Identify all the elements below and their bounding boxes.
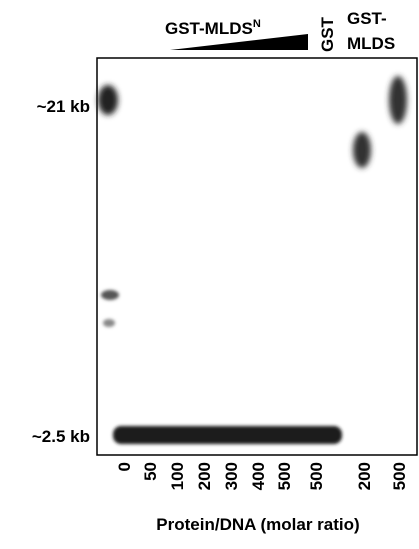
- lane-label: 200: [195, 462, 214, 490]
- title: GST-MLDSN: [165, 18, 261, 38]
- gel-figure: GST-MLDSN GST GST- MLDS ~21 kb ~2.5 kb 0…: [0, 0, 419, 549]
- lane-label: 50: [141, 462, 160, 481]
- gst-label: GST: [318, 16, 337, 52]
- lane-label: 200: [355, 462, 374, 490]
- mlds-label-2: MLDS: [347, 34, 395, 53]
- x-label: Protein/DNA (molar ratio): [156, 515, 359, 534]
- mlds-label-1: GST-: [347, 9, 387, 28]
- marker-label: ~2.5 kb: [32, 427, 90, 446]
- lane-label: 400: [249, 462, 268, 490]
- lane-label: 300: [222, 462, 241, 490]
- lane-label: 500: [390, 462, 409, 490]
- gel-frame: [97, 58, 417, 455]
- lane-label: 500: [307, 462, 326, 490]
- lane-label: 100: [168, 462, 187, 490]
- lane-label: 0: [115, 462, 134, 471]
- lane-label: 500: [275, 462, 294, 490]
- marker-label: ~21 kb: [37, 97, 90, 116]
